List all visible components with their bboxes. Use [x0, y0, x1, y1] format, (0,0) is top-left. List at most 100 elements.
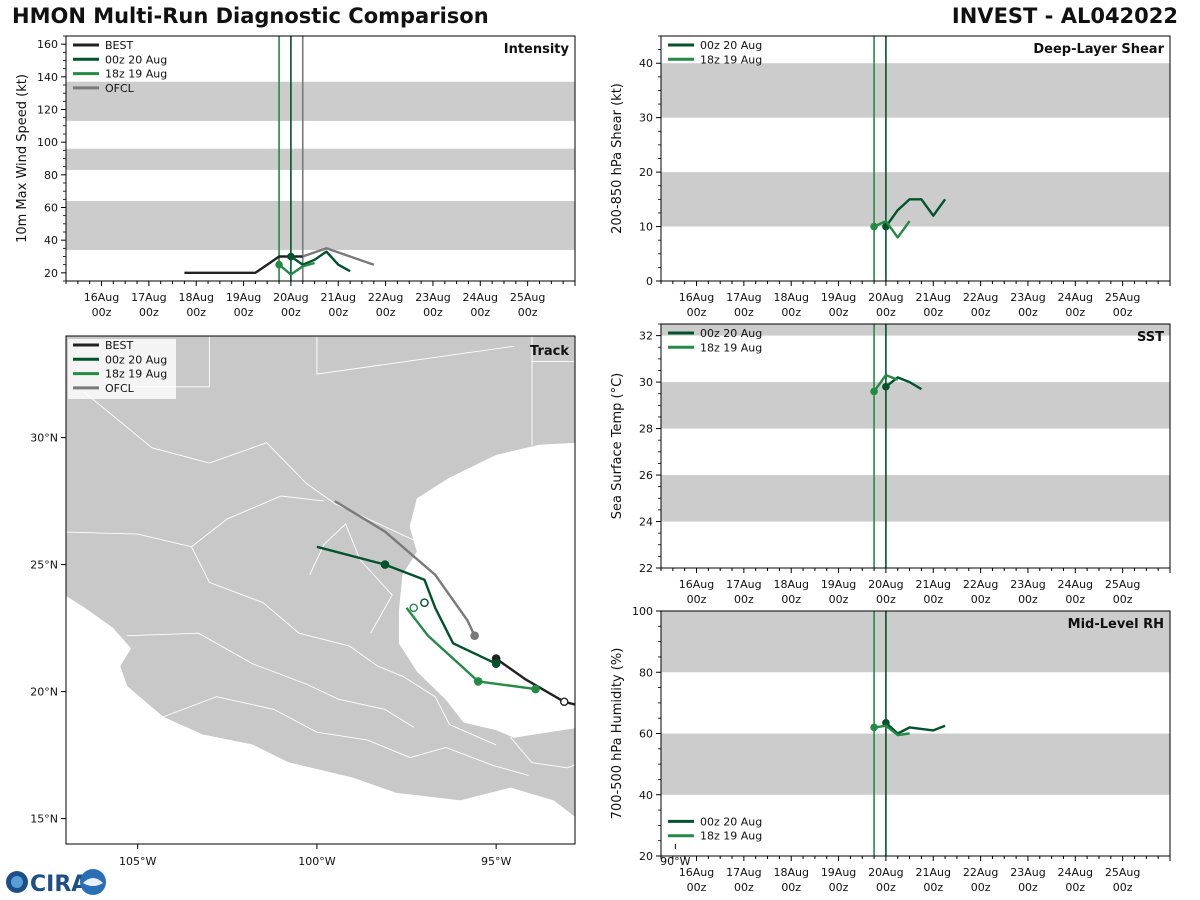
track-line-00z-20-Aug [316, 545, 497, 665]
panel-title: SST [1137, 330, 1164, 345]
x-tick-label-hour: 00z [781, 593, 801, 606]
y-axis-label: 10m Max Wind Speed (kt) [15, 74, 30, 243]
x-tick-label-hour: 00z [781, 306, 801, 319]
x-tick-label-hour: 00z [829, 881, 849, 894]
x-tick-label-day: 23Aug [1010, 866, 1045, 879]
storm-id-title: INVEST - AL042022 [951, 4, 1178, 28]
x-tick-label-hour: 00z [423, 306, 443, 319]
band-2 [66, 81, 575, 121]
x-tick-label-hour: 00z [876, 593, 896, 606]
legend-label: 18z 19 Aug [700, 341, 762, 354]
y-axis-label: 700-500 hPa Humidity (%) [610, 648, 625, 820]
x-tick-label-day: 18Aug [773, 578, 808, 591]
x-tick-label-day: 22Aug [368, 291, 403, 304]
track-point-00z-20-Aug-1 [380, 560, 390, 569]
x-tick-label-day: 21Aug [916, 291, 951, 304]
x-tick-label-day: 16Aug [679, 866, 714, 879]
band-1 [661, 611, 1170, 673]
series-point-18z-19-Aug-0 [870, 222, 878, 231]
panel-track: 105°W 100°W 95°W 90°W 15°N 20°N 25°N 30°N Track B… [30, 335, 909, 868]
lon-tick-label: 100°W [298, 855, 335, 868]
lat-tick-label: 20°N [30, 686, 58, 699]
legend-label: 18z 19 Aug [700, 53, 762, 66]
legend-label: BEST [105, 39, 133, 52]
x-tick-label-day: 22Aug [963, 578, 998, 591]
x-tick-label-day: 24Aug [1058, 578, 1093, 591]
x-tick-label-hour: 00z [734, 593, 754, 606]
y-tick-label: 100 [632, 605, 653, 618]
x-tick-label-hour: 00z [1113, 593, 1133, 606]
x-tick-label-hour: 00z [923, 593, 943, 606]
series-line-00z-20-Aug [884, 198, 947, 228]
x-tick-label-hour: 00z [687, 881, 707, 894]
y-tick-label: 80 [639, 666, 653, 679]
y-tick-label: 10 [639, 221, 653, 234]
x-tick-label-day: 18Aug [773, 866, 808, 879]
panel-title: Intensity [504, 42, 570, 57]
legend-label: OFCL [105, 382, 135, 395]
x-tick-label-day: 21Aug [916, 578, 951, 591]
lat-tick-label: 25°N [30, 559, 58, 572]
lon-tick-label: 90°W [660, 855, 690, 868]
series-point-18z-19-Aug-0 [870, 387, 878, 396]
series-line-OFCL [302, 247, 375, 266]
x-tick-label-day: 17Aug [726, 866, 761, 879]
x-tick-label-hour: 00z [687, 593, 707, 606]
x-tick-label-day: 22Aug [963, 866, 998, 879]
x-tick-label-day: 18Aug [178, 291, 213, 304]
y-tick-label: 24 [639, 516, 653, 529]
x-tick-label-day: 23Aug [1010, 578, 1045, 591]
band-1 [661, 63, 1170, 118]
track-point-18z-19-Aug-2 [409, 603, 418, 613]
y-tick-label: 0 [646, 275, 653, 288]
x-tick-label-hour: 00z [971, 306, 991, 319]
cira-logo: CIRA [6, 869, 106, 897]
x-tick-label-hour: 00z [971, 593, 991, 606]
y-tick-label: 30 [639, 376, 653, 389]
x-tick-label-hour: 00z [829, 306, 849, 319]
x-tick-label-hour: 00z [876, 306, 896, 319]
legend-label: BEST [105, 339, 133, 352]
y-tick-label: 160 [37, 38, 58, 51]
legend-label: 00z 20 Aug [105, 53, 167, 66]
x-tick-label-day: 21Aug [321, 291, 356, 304]
series-point-18z-19-Aug-0 [870, 723, 878, 732]
series-point-00z-20-Aug-0 [287, 252, 295, 261]
page-title: HMON Multi-Run Diagnostic Comparison [12, 4, 489, 28]
x-tick-label-day: 19Aug [821, 291, 856, 304]
x-tick-label-hour: 00z [1018, 593, 1038, 606]
lon-tick-label: 95°W [481, 855, 511, 868]
track-line-OFCL [334, 500, 476, 637]
border-chihuahua-coahuila [66, 495, 325, 548]
x-tick-label-day: 24Aug [1058, 291, 1093, 304]
y-tick-label: 40 [639, 57, 653, 70]
x-tick-label-hour: 00z [687, 306, 707, 319]
x-tick-label-hour: 00z [1065, 881, 1085, 894]
band-1 [661, 382, 1170, 429]
x-tick-label-hour: 00z [734, 881, 754, 894]
track-point-BEST-3 [625, 734, 632, 741]
x-tick-label-day: 20Aug [868, 866, 903, 879]
x-tick-label-day: 19Aug [226, 291, 261, 304]
y-tick-label: 30 [639, 112, 653, 125]
x-tick-label-hour: 00z [1113, 306, 1133, 319]
track-point-18z-19-Aug-0 [531, 684, 540, 694]
series-line-BEST [184, 255, 303, 274]
x-tick-label-hour: 00z [1018, 306, 1038, 319]
border-honduras-nicaragua [740, 791, 909, 837]
x-tick-label-day: 22Aug [963, 291, 998, 304]
panel-rh: 16Aug 00z 17Aug 00z 18Aug 00z 19Aug 00z 20Aug 00z… [610, 605, 1171, 894]
x-tick-label-day: 20Aug [273, 291, 308, 304]
border-tx-ok [316, 336, 515, 375]
landmass-mexico [66, 336, 575, 819]
legend-label: 18z 19 Aug [700, 830, 762, 843]
series-line-18z-19-Aug [278, 261, 315, 276]
x-tick-label-day: 17Aug [726, 578, 761, 591]
series-line-18z-19-Aug [873, 724, 910, 737]
lat-tick-label: 15°N [30, 813, 58, 826]
